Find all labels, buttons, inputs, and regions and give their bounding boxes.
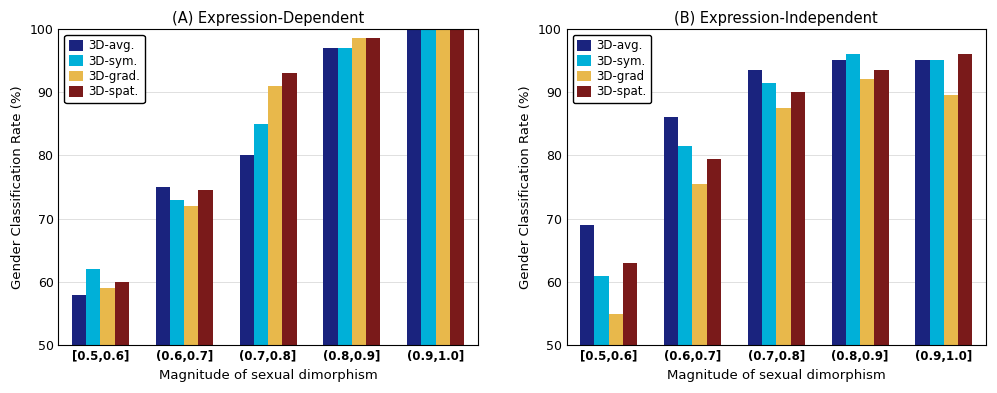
Bar: [436, 29, 450, 345]
Bar: [664, 118, 678, 345]
Bar: [198, 190, 212, 345]
Y-axis label: Gender Classification Rate (%): Gender Classification Rate (%): [519, 85, 532, 289]
Bar: [86, 270, 101, 345]
Bar: [407, 29, 422, 345]
X-axis label: Magnitude of sexual dimorphism: Magnitude of sexual dimorphism: [159, 369, 378, 382]
Bar: [422, 29, 436, 345]
Bar: [72, 295, 86, 345]
Bar: [944, 95, 958, 345]
Bar: [915, 61, 930, 345]
Y-axis label: Gender Classification Rate (%): Gender Classification Rate (%): [11, 85, 24, 289]
Bar: [860, 79, 874, 345]
Bar: [338, 48, 352, 345]
Bar: [623, 263, 637, 345]
Bar: [692, 184, 707, 345]
Bar: [282, 73, 296, 345]
Legend: 3D-avg., 3D-sym., 3D-grad, 3D-spat.: 3D-avg., 3D-sym., 3D-grad, 3D-spat.: [572, 35, 651, 103]
Bar: [184, 206, 198, 345]
Bar: [608, 314, 623, 345]
Bar: [450, 29, 465, 345]
X-axis label: Magnitude of sexual dimorphism: Magnitude of sexual dimorphism: [667, 369, 885, 382]
Bar: [366, 38, 381, 345]
Bar: [707, 158, 721, 345]
Bar: [777, 108, 791, 345]
Bar: [874, 70, 888, 345]
Bar: [762, 83, 777, 345]
Bar: [748, 70, 762, 345]
Bar: [845, 54, 860, 345]
Bar: [254, 124, 268, 345]
Title: (A) Expression-Dependent: (A) Expression-Dependent: [171, 11, 364, 26]
Title: (B) Expression-Independent: (B) Expression-Independent: [674, 11, 878, 26]
Bar: [831, 61, 845, 345]
Bar: [791, 92, 805, 345]
Bar: [101, 288, 115, 345]
Bar: [352, 38, 366, 345]
Bar: [678, 146, 692, 345]
Bar: [115, 282, 129, 345]
Bar: [930, 61, 944, 345]
Bar: [594, 276, 608, 345]
Bar: [169, 200, 184, 345]
Bar: [323, 48, 338, 345]
Bar: [156, 187, 169, 345]
Legend: 3D-avg., 3D-sym., 3D-grad., 3D-spat.: 3D-avg., 3D-sym., 3D-grad., 3D-spat.: [64, 35, 145, 103]
Bar: [239, 155, 254, 345]
Bar: [580, 225, 594, 345]
Bar: [958, 54, 972, 345]
Bar: [268, 86, 282, 345]
